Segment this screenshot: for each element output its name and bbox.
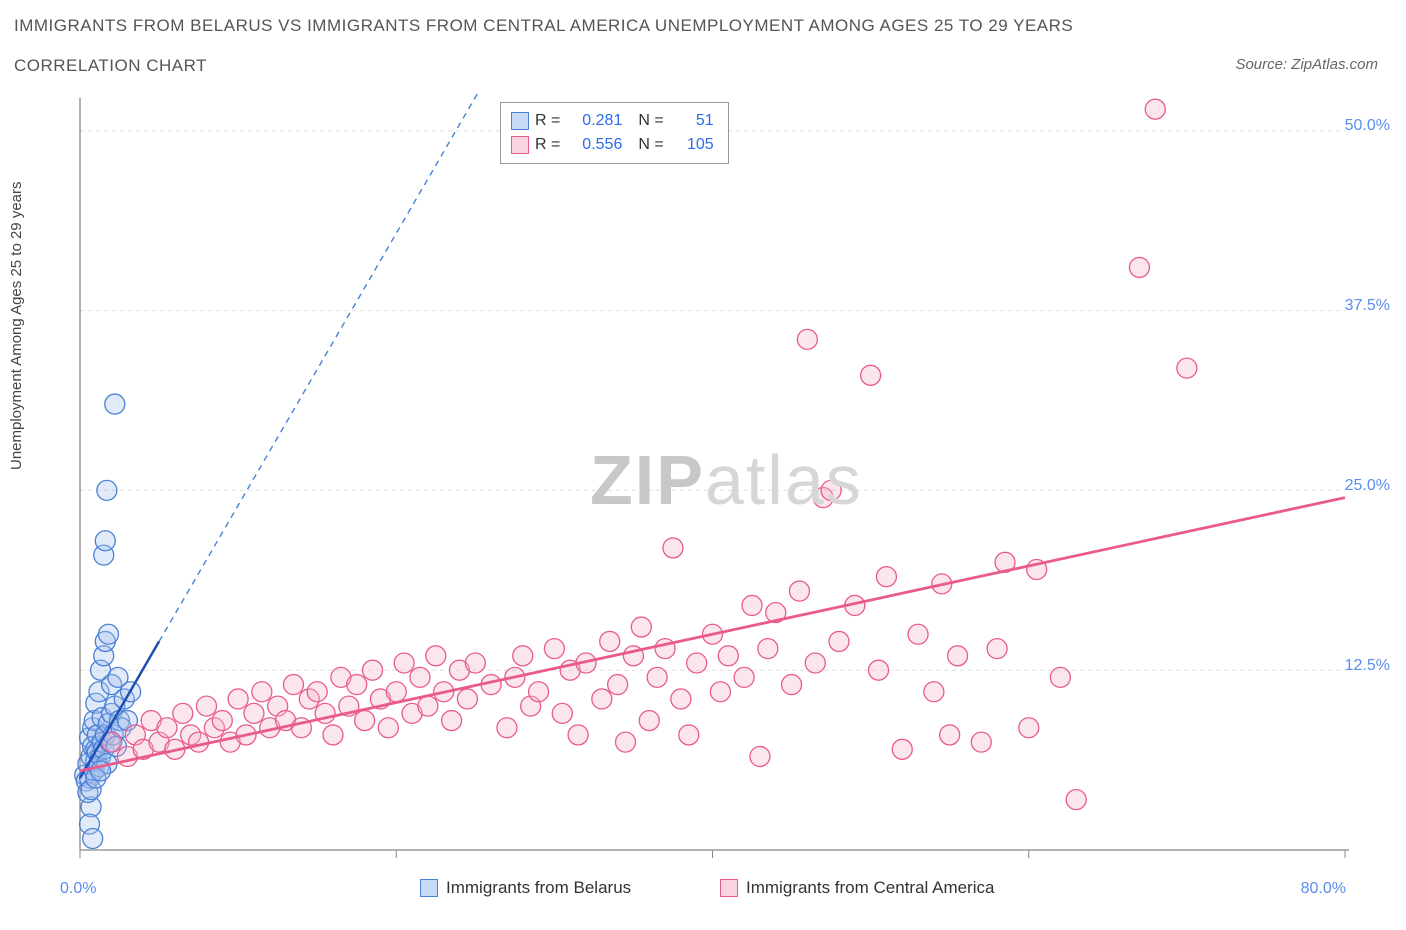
legend-swatch-central-america: [511, 136, 529, 154]
y-tick-50: 50.0%: [1345, 117, 1390, 135]
bottom-legend-central-america: Immigrants from Central America: [720, 878, 994, 898]
legend-n-label-2: N =: [638, 136, 663, 154]
legend-n-label: N =: [638, 112, 663, 130]
legend-r-central-america: 0.556: [566, 136, 622, 154]
legend-r-belarus: 0.281: [566, 112, 622, 130]
legend-swatch-belarus: [511, 112, 529, 130]
bottom-legend-belarus-label: Immigrants from Belarus: [446, 878, 631, 898]
x-tick-0: 0.0%: [60, 880, 96, 898]
y-tick-37-5: 37.5%: [1345, 297, 1390, 315]
legend-row-central-america: R = 0.556 N = 105: [511, 133, 714, 157]
scatter-chart: [60, 90, 1380, 870]
bottom-swatch-central-america: [720, 879, 738, 897]
legend-r-label-2: R =: [535, 136, 560, 154]
bottom-legend-belarus: Immigrants from Belarus: [420, 878, 631, 898]
correlation-stats-legend: R = 0.281 N = 51 R = 0.556 N = 105: [500, 102, 729, 164]
source-attribution: Source: ZipAtlas.com: [1235, 56, 1378, 73]
page-title-line-2: CORRELATION CHART: [14, 56, 207, 76]
page-title-line-1: IMMIGRANTS FROM BELARUS VS IMMIGRANTS FR…: [14, 16, 1073, 36]
y-axis-label: Unemployment Among Ages 25 to 29 years: [8, 181, 25, 470]
y-tick-12-5: 12.5%: [1345, 657, 1390, 675]
y-tick-25: 25.0%: [1345, 477, 1390, 495]
legend-r-label: R =: [535, 112, 560, 130]
legend-n-belarus: 51: [670, 112, 714, 130]
legend-row-belarus: R = 0.281 N = 51: [511, 109, 714, 133]
bottom-legend-central-america-label: Immigrants from Central America: [746, 878, 994, 898]
bottom-swatch-belarus: [420, 879, 438, 897]
x-tick-80: 80.0%: [1301, 880, 1346, 898]
chart-svg: [60, 90, 1380, 870]
legend-n-central-america: 105: [670, 136, 714, 154]
